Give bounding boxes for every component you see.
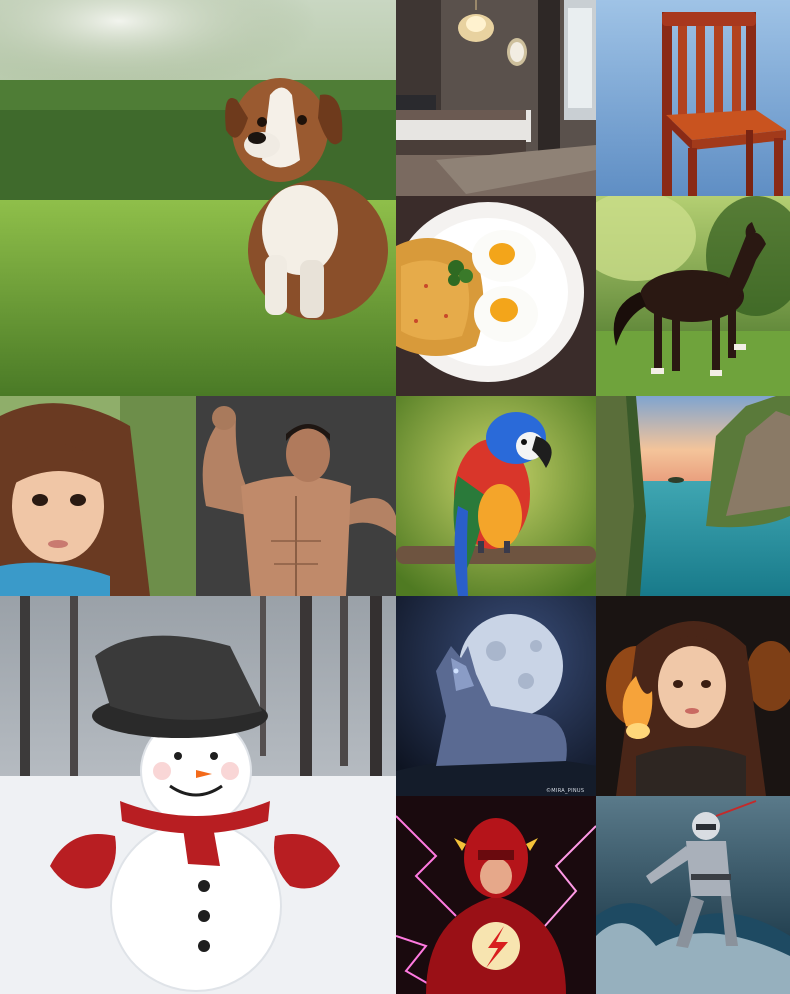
fire-girl-illustration bbox=[596, 596, 790, 796]
muscular-man-photo bbox=[196, 396, 396, 596]
dog-photo bbox=[0, 0, 396, 396]
sea-cliffs-photo bbox=[596, 396, 790, 596]
wolf-moon-illustration: ©MIRA_PINUS bbox=[396, 596, 596, 796]
flash-superhero-illustration bbox=[396, 796, 596, 994]
girl-portrait-photo bbox=[0, 396, 196, 596]
snowman-photo bbox=[0, 596, 396, 994]
food-photo bbox=[396, 196, 596, 396]
bedroom-photo bbox=[396, 0, 596, 196]
horse-photo bbox=[596, 196, 790, 396]
parrot-photo bbox=[396, 396, 596, 596]
armored-rider-illustration bbox=[596, 796, 790, 994]
chair-photo bbox=[596, 0, 790, 196]
wolf-watermark: ©MIRA_PINUS bbox=[546, 787, 584, 794]
